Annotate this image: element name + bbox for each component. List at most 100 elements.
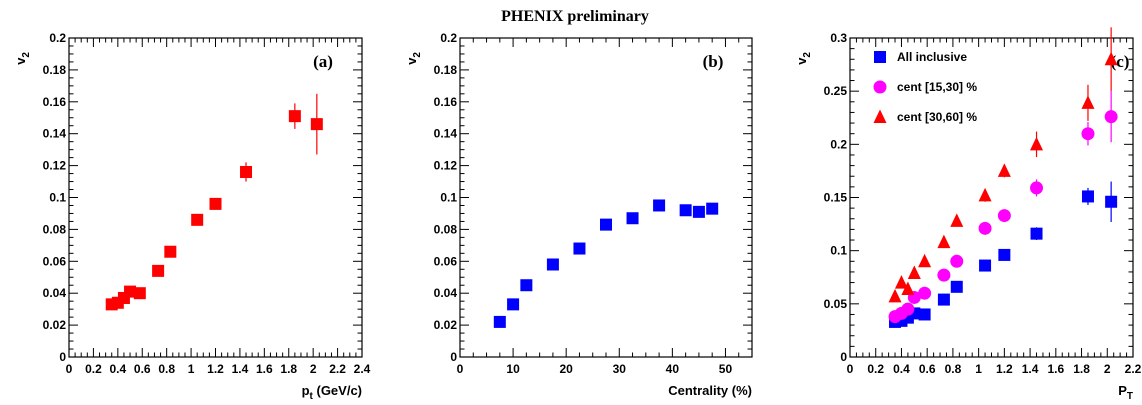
x-axis-label-main: p [302, 383, 310, 398]
legend-marker [873, 109, 887, 123]
x-tick-label: 2.2 [329, 362, 346, 376]
data-point [626, 212, 639, 225]
series-2 [888, 27, 1118, 303]
x-tick-label: 2 [1104, 362, 1111, 376]
x-tick-label: 0.6 [134, 362, 151, 376]
x-tick-label: 1 [188, 362, 195, 376]
panel-c: 0 0.2 0.4 0.6 0.8 1 1.2 1.4 1.6 1.8 2 2.2 0 0.05 0.1 0.… [794, 27, 1142, 402]
data-point [507, 298, 520, 311]
legend-label: cent [15,30] % [897, 80, 977, 94]
data-point [209, 197, 222, 210]
series-0 [889, 181, 1118, 328]
data-point [907, 265, 921, 279]
series-0 [105, 93, 323, 311]
series-1 [888, 91, 1118, 324]
x-tick-label: 1.2 [207, 362, 224, 376]
panel-a: 0 0.2 0.4 0.6 0.8 1 1.2 1.4 1.6 1.8 2 2.2 2.4 0 0.02 0.… [13, 31, 371, 402]
data-point [997, 163, 1011, 177]
y-tick-label: 0.18 [43, 63, 67, 77]
data-point [240, 165, 253, 178]
data-point [493, 315, 506, 328]
data-point [894, 275, 908, 289]
data-point [679, 204, 692, 217]
data-point [600, 218, 612, 231]
y-axis-label-main: v [404, 57, 419, 65]
data-point [520, 279, 533, 292]
data-point [573, 242, 586, 255]
x-tick-label: 10 [506, 362, 520, 376]
x-tick-label: 0 [847, 362, 854, 376]
data-point [950, 213, 964, 227]
y-axis-label-sub: 2 [21, 52, 32, 58]
x-tick-label: 1 [975, 362, 982, 376]
data-point [901, 302, 915, 316]
y-tick-label: 0.1 [830, 244, 847, 258]
y-tick-label: 0.02 [434, 318, 458, 332]
y-tick-label: 0.12 [43, 159, 67, 173]
x-tick-label: 0.4 [893, 362, 910, 376]
data-point [1030, 227, 1043, 240]
panel-b: 0 10 20 30 40 50 0 0.02 0.04 0.06 0.08 0.1 0.12 0.14 0… [404, 31, 753, 398]
y-axis-label: v2 [404, 52, 423, 65]
series-0 [493, 199, 719, 328]
x-axis-label: pt (GeV/c) [302, 383, 362, 402]
data-point [997, 209, 1011, 223]
data-point [937, 293, 950, 306]
plot-frame [459, 37, 753, 358]
data-point [706, 202, 719, 215]
y-tick-label: 0.06 [43, 254, 67, 268]
y-tick-label: 0.02 [43, 318, 67, 332]
x-tick-label: 0.4 [109, 362, 126, 376]
legend: All inclusive cent [15,30] % cent [30,60] … [873, 50, 977, 124]
y-tick-label: 0.2 [49, 31, 66, 45]
y-axis-label: v2 [13, 52, 32, 65]
y-axis-label-main: v [13, 57, 28, 65]
x-axis-label-sub: t [310, 391, 314, 402]
x-tick-label: 1.2 [996, 362, 1013, 376]
y-tick-label: 0.25 [824, 84, 848, 98]
y-tick-label: 0.14 [43, 127, 67, 141]
x-tick-label: 0 [66, 362, 73, 376]
y-tick-label: 0.08 [43, 222, 67, 236]
x-tick-label: 0 [457, 362, 464, 376]
y-tick-label: 0.12 [434, 159, 458, 173]
x-tick-label: 2.4 [354, 362, 371, 376]
x-tick-label: 0.2 [85, 362, 102, 376]
legend-marker [874, 51, 886, 63]
data-point [191, 213, 204, 226]
x-axis-label-main: Centrality (%) [668, 383, 752, 398]
x-tick-label: 2.2 [1125, 362, 1142, 376]
data-point [918, 286, 932, 300]
y-axis-label-main: v [794, 57, 809, 65]
data-point [918, 253, 932, 268]
x-tick-label: 50 [719, 362, 733, 376]
data-point [692, 205, 705, 218]
data-point [937, 234, 951, 249]
x-tick-label: 0.8 [945, 362, 962, 376]
data-point [152, 264, 165, 277]
y-tick-label: 0.06 [434, 254, 458, 268]
data-point [1104, 110, 1118, 124]
x-tick-label: 0.6 [919, 362, 936, 376]
panel-label: (c) [1111, 52, 1130, 71]
y-tick-label: 0 [840, 350, 847, 364]
x-tick-label: 1.8 [280, 362, 297, 376]
data-point [950, 254, 964, 268]
panel-label: (a) [313, 52, 333, 71]
data-point [978, 221, 992, 235]
data-point [546, 258, 559, 271]
data-point [124, 285, 137, 298]
y-axis-label-sub: 2 [412, 52, 423, 58]
panel-label: (b) [703, 52, 724, 71]
legend-label: cent [30,60] % [897, 110, 977, 124]
x-tick-label: 1.6 [1047, 362, 1064, 376]
data-point [1030, 136, 1044, 151]
legend-marker [873, 80, 887, 94]
data-point [1030, 181, 1044, 195]
y-tick-label: 0.14 [434, 127, 458, 141]
y-tick-label: 0 [450, 350, 457, 364]
data-point [310, 118, 323, 131]
y-tick-label: 0.04 [43, 286, 67, 300]
data-point [901, 281, 915, 295]
